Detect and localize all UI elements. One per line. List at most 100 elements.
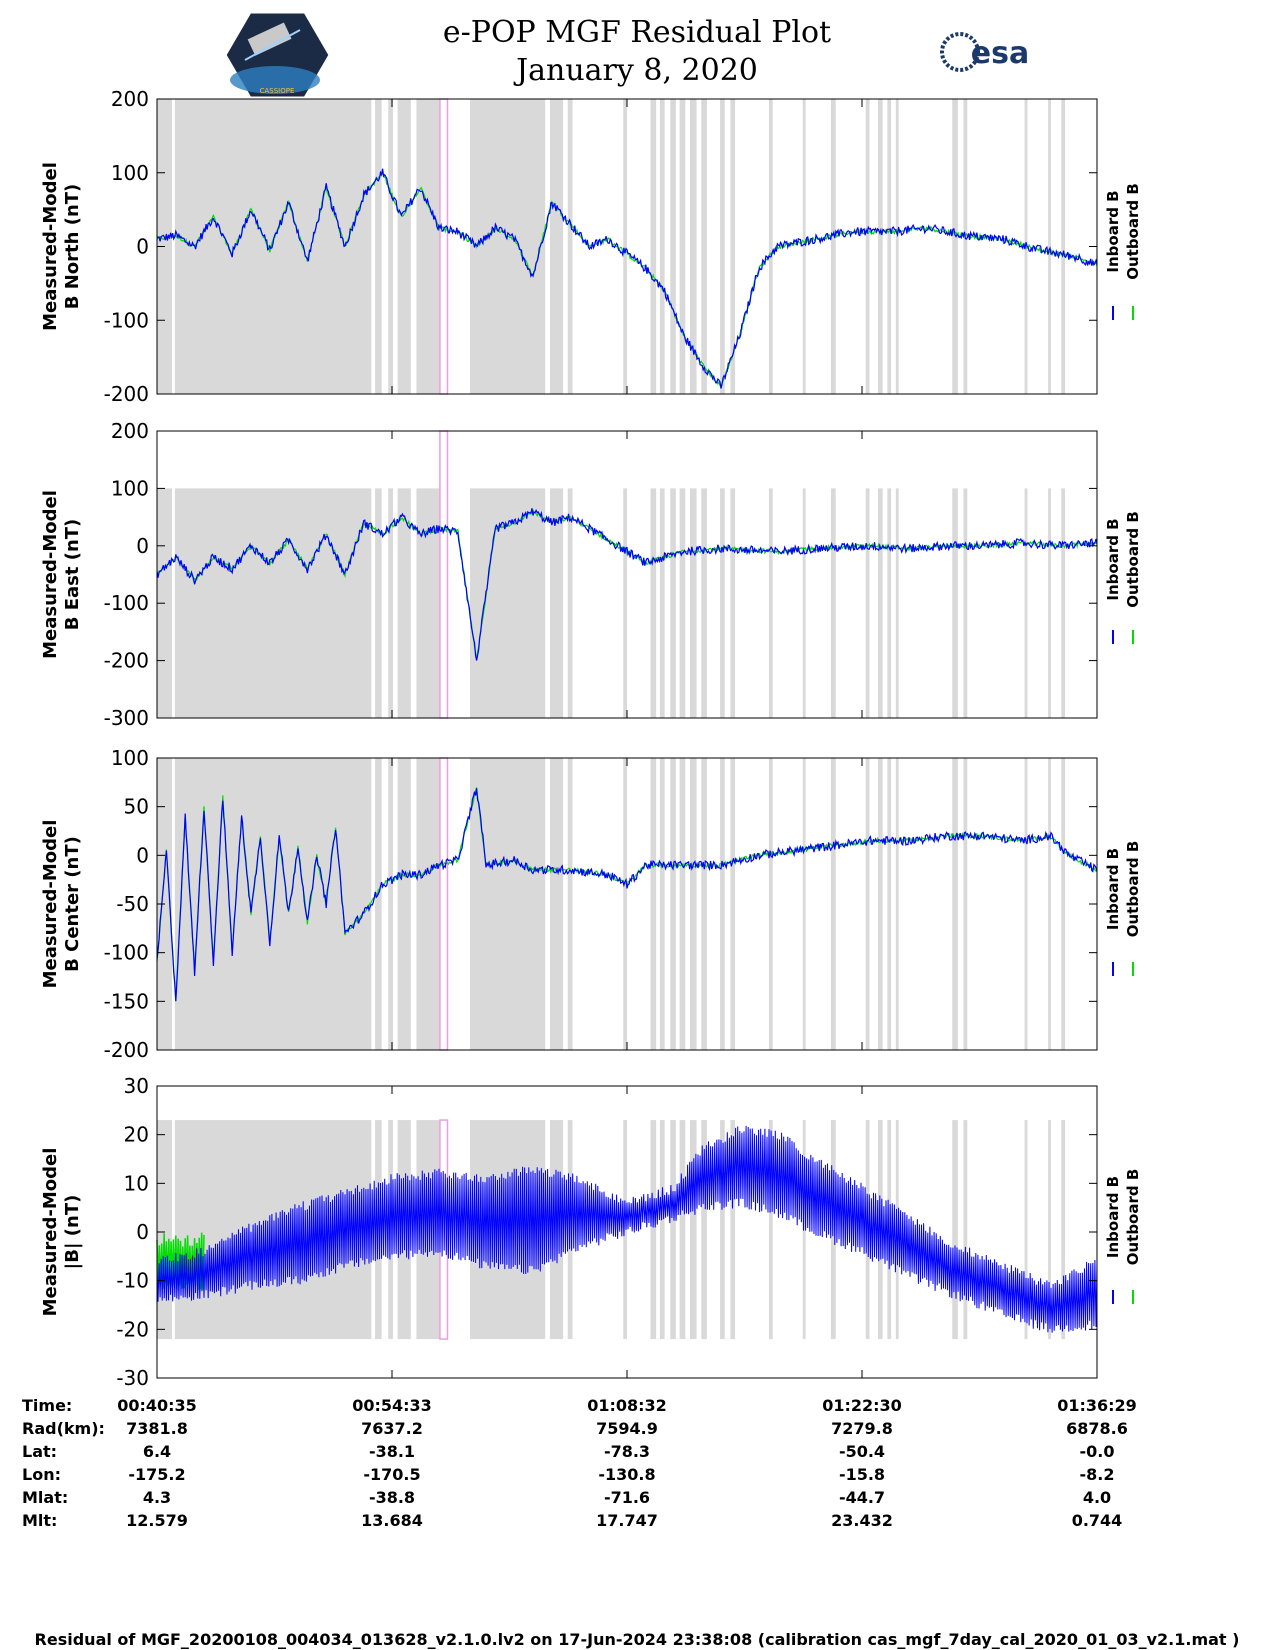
gap-band [659,488,665,718]
info-value: 23.432 [831,1511,893,1530]
info-value: 17.747 [596,1511,658,1530]
info-value: 7279.8 [831,1419,893,1438]
y-tick-label: 200 [111,87,149,111]
gap-band [689,488,697,718]
gap-band [397,488,411,718]
chart-title: e-POP MGF Residual Plot [443,15,831,50]
gap-band [388,758,393,1050]
gap-band [830,99,836,394]
gap-band [952,758,958,1050]
y-tick-label: 0 [136,1220,149,1244]
y-axis-label: Measured-ModelB East (nT) [40,490,83,659]
info-value: 4.3 [143,1488,171,1507]
info-value: -170.5 [363,1465,420,1484]
gap-band [1048,1120,1051,1340]
gap-band [865,758,870,1050]
gap-band [567,758,573,1050]
gap-band [877,758,883,1050]
esa-logo: esa [940,32,1029,72]
info-value: 01:08:32 [587,1396,667,1415]
inboard-trace [156,508,1098,661]
info-row-label: Lon: [22,1465,61,1484]
inboard-trace [156,168,1098,389]
gap-band [1061,99,1066,394]
y-tick-label: 10 [124,1171,149,1195]
gap-band [802,488,806,718]
y-axis-label-line2: |B| (nT) [62,1195,83,1270]
legend-inboard: Inboard B [1104,1176,1122,1258]
gap-band [549,488,564,718]
info-value: 7594.9 [596,1419,658,1438]
gap-band [1048,758,1051,1050]
y-axis-label-line1: Measured-Model [40,820,61,989]
gap-band [388,488,393,718]
gap-band [174,488,372,718]
gap-band [887,1120,892,1340]
gap-band [567,488,573,718]
info-row-label: Rad(km): [22,1419,105,1438]
gap-band [830,758,836,1050]
gap-band [670,99,676,394]
panel-north: 200 100 0 -100 -200 Measured-ModelB North (nT… [40,87,1142,406]
y-tick-label: 50 [124,795,149,819]
info-value: 6878.6 [1066,1419,1128,1438]
gap-band [416,488,440,718]
y-tick-label: -200 [104,649,149,673]
gap-band [952,488,958,718]
y-axis-label: Measured-Model|B| (nT) [40,1148,83,1317]
y-axis-label-line2: B North (nT) [62,184,83,310]
gap-band [1061,758,1066,1050]
gap-band [375,99,382,394]
gap-band [470,99,546,394]
gap-band [877,99,883,394]
info-value: -38.1 [369,1442,415,1461]
y-axis-label: Measured-ModelB Center (nT) [40,820,83,989]
panel-east: 200 100 0 -100 -200 -300 Measured-ModelB East … [40,419,1142,730]
gap-band [730,758,736,1050]
info-value: -71.6 [604,1488,650,1507]
gap-band [650,488,657,718]
gap-band [1024,758,1028,1050]
gap-band [375,1120,382,1340]
gap-band [895,758,899,1050]
y-tick-label: 100 [111,746,149,770]
gap-band [768,1120,773,1340]
pink-band [439,98,449,395]
y-tick-label: -100 [104,308,149,332]
info-value: 7637.2 [361,1419,423,1438]
info-row-label: Lat: [22,1442,57,1461]
gap-band [701,1120,707,1340]
gap-band [963,1120,968,1340]
gap-band [659,99,665,394]
gap-band [670,488,676,718]
gap-band [470,758,546,1050]
y-tick-label: 0 [136,534,149,558]
gap-band [670,1120,676,1340]
panel-total: 30 20 10 0 -10 -20 -30 Measured-Model|B| (nT) In… [40,1074,1142,1390]
info-value: -130.8 [598,1465,655,1484]
info-value: 01:22:30 [822,1396,902,1415]
gap-band [802,758,806,1050]
gap-band [887,758,892,1050]
gap-band [1061,1120,1066,1340]
gap-band [157,1120,173,1340]
legend-outboard: Outboard B [1124,841,1142,938]
gap-band [1048,488,1051,718]
gap-band [470,488,546,718]
y-tick-label: -50 [116,892,149,916]
cassiope-logo-text: CASSIOPE [260,87,295,95]
gap-band [659,758,665,1050]
info-value: -50.4 [839,1442,885,1461]
gap-band [720,758,725,1050]
gap-band [720,99,725,394]
gap-band [623,1120,627,1340]
gap-band [701,99,707,394]
gap-band [730,1120,736,1340]
info-value: 0.744 [1072,1511,1123,1530]
gap-band [768,488,773,718]
y-axis-label-line2: B East (nT) [62,519,83,631]
y-tick-label: -100 [104,591,149,615]
gap-band [768,99,773,394]
y-axis-label: Measured-ModelB North (nT) [40,162,83,331]
gap-band [416,758,440,1050]
